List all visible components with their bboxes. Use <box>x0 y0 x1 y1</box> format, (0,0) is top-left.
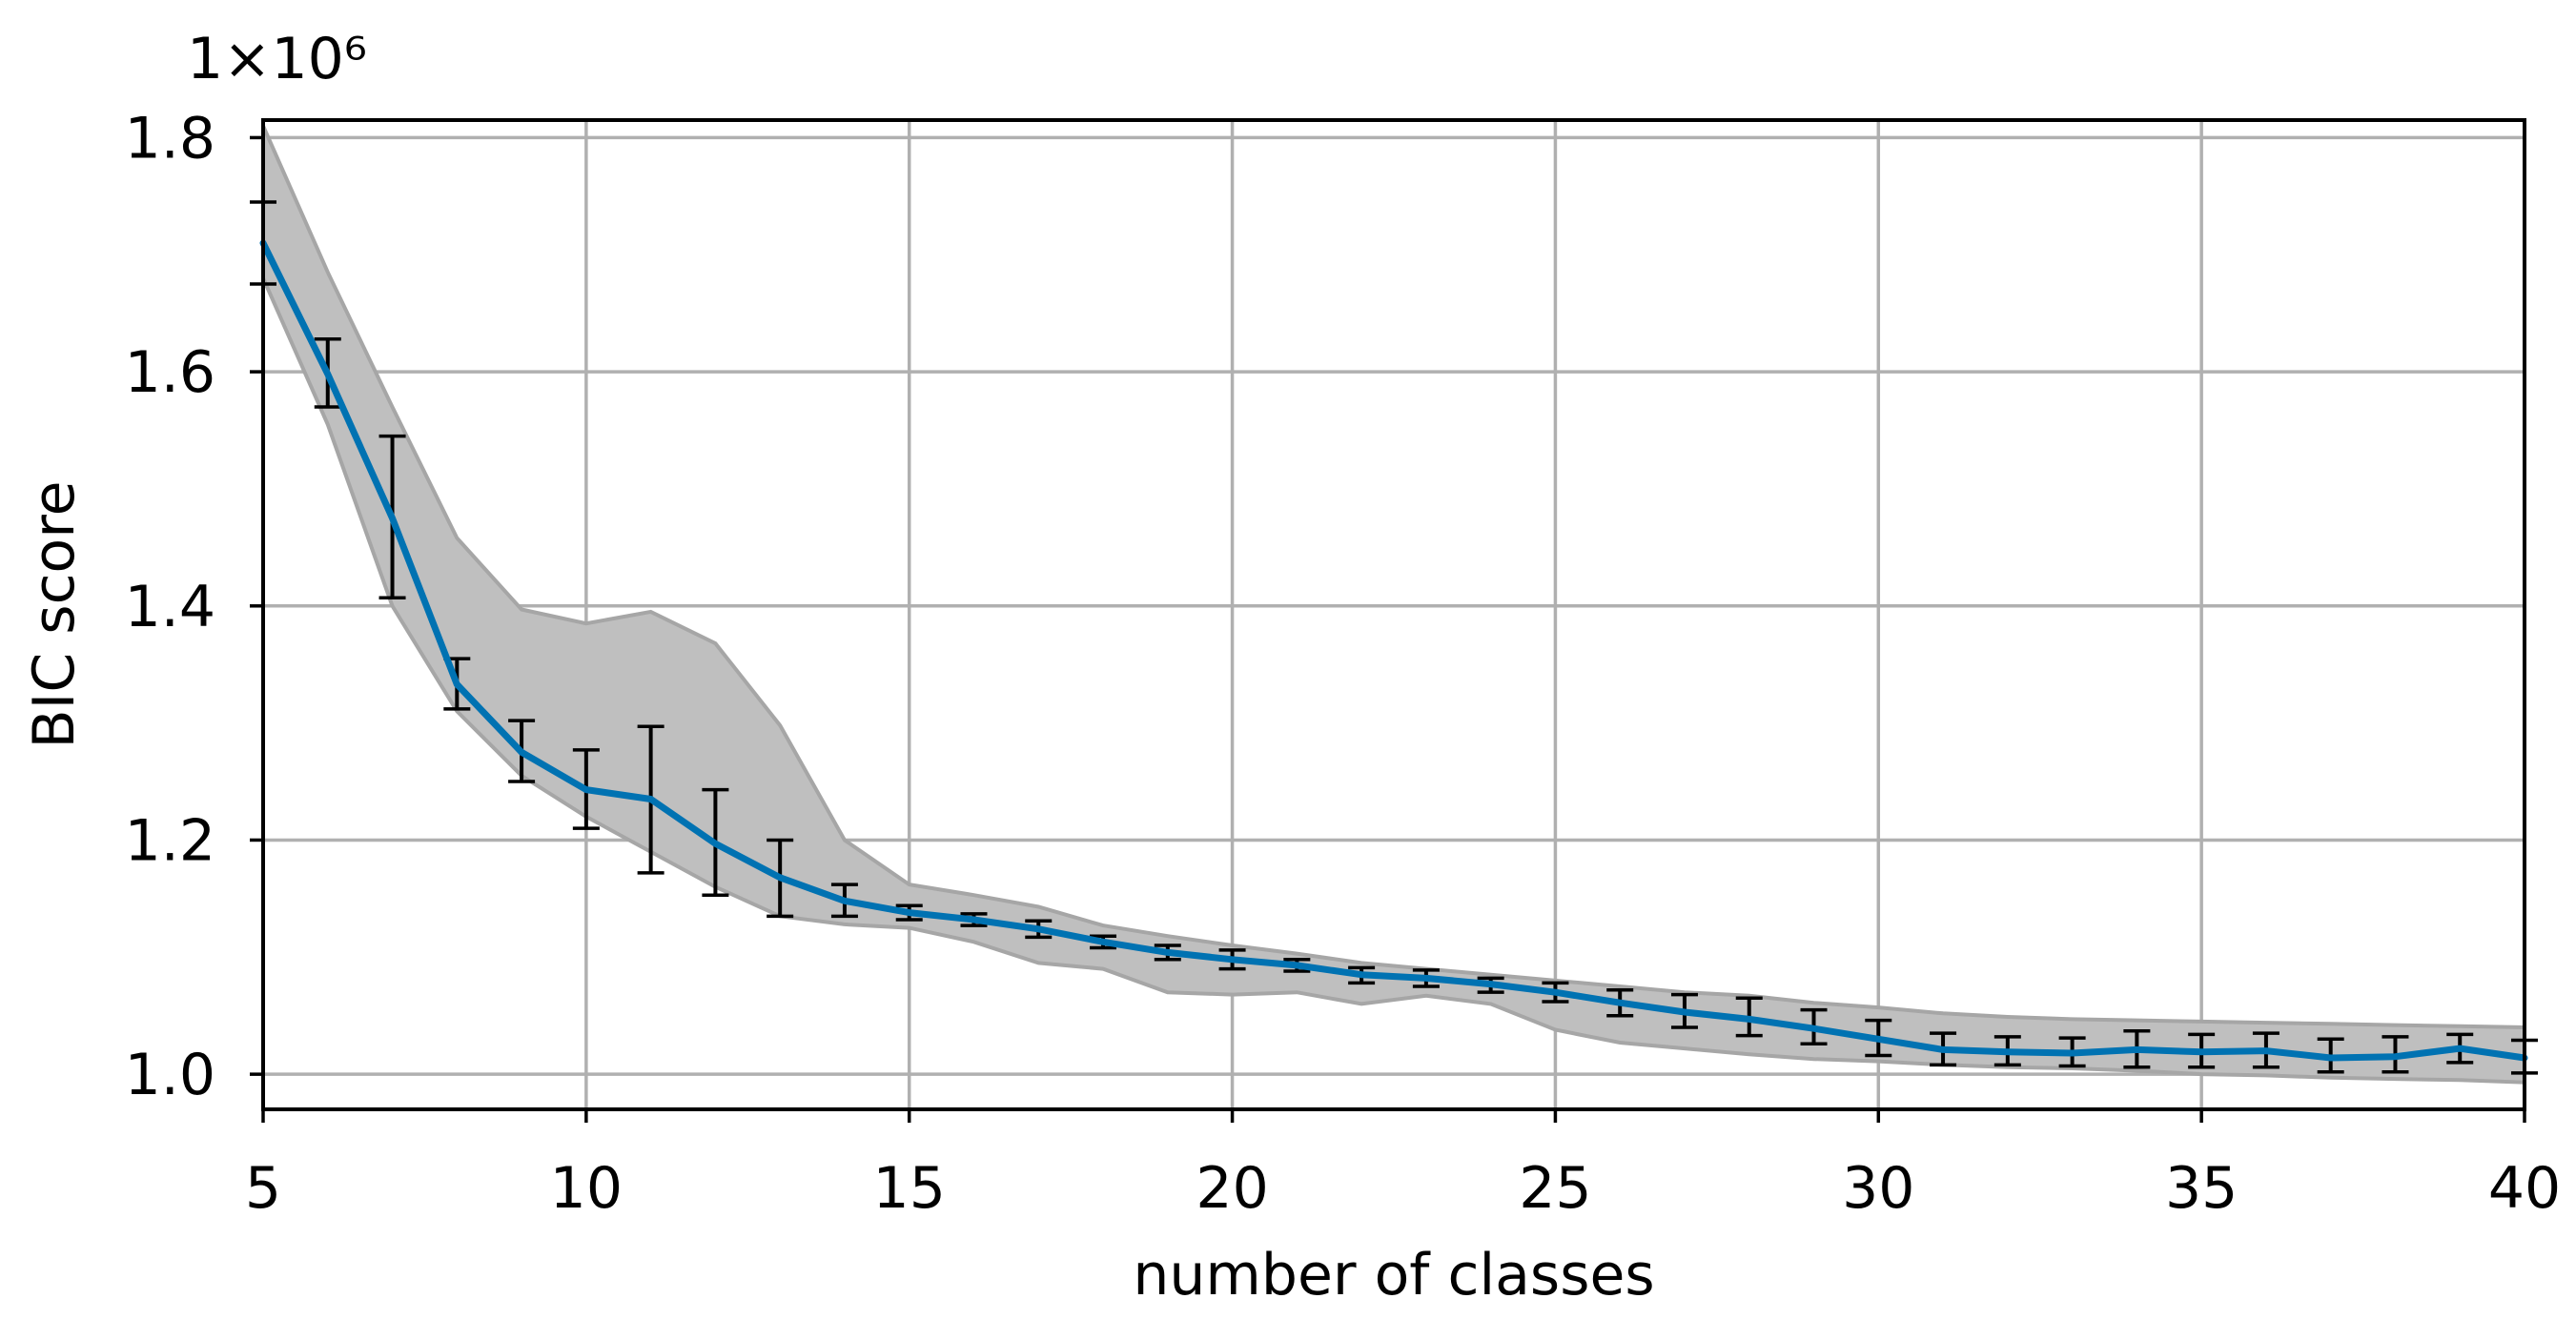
series-line <box>259 239 2528 1062</box>
x-tick-label-1: 10 <box>550 1155 623 1222</box>
x-tick-label-5: 30 <box>1842 1155 1914 1222</box>
data-point-22 <box>1360 973 1363 977</box>
x-tick-label-4: 25 <box>1519 1155 1591 1222</box>
y-tick-label-1: 1.2 <box>125 807 215 874</box>
data-point-33 <box>2071 1051 2075 1055</box>
x-tick-label-0: 5 <box>245 1155 281 1222</box>
y-tick-label-3: 1.6 <box>125 339 215 406</box>
data-point-37 <box>2329 1056 2333 1060</box>
data-point-13 <box>778 876 782 880</box>
data-point-18 <box>1101 940 1105 944</box>
data-point-26 <box>1618 1001 1622 1004</box>
y-scale-factor: 1×10⁶ <box>187 26 367 92</box>
band-area <box>261 125 2526 1085</box>
data-point-20 <box>1231 958 1235 962</box>
data-point-6 <box>326 373 330 376</box>
x-tick-label-7: 40 <box>2488 1155 2561 1222</box>
y-tick-label-4: 1.8 <box>125 105 215 172</box>
y-tick-label-0: 1.0 <box>125 1042 215 1108</box>
data-point-25 <box>1553 990 1557 994</box>
data-point-9 <box>520 750 523 754</box>
y-axis-label: BIC score <box>21 480 88 748</box>
grid-lines <box>261 120 2526 1109</box>
data-point-30 <box>1876 1037 1880 1041</box>
data-point-11 <box>649 797 653 801</box>
data-point-32 <box>2006 1050 2010 1054</box>
data-point-29 <box>1812 1026 1816 1030</box>
data-point-7 <box>391 517 395 520</box>
x-tick-label-3: 20 <box>1196 1155 1268 1222</box>
min-max-band <box>261 125 2526 1085</box>
data-point-14 <box>843 899 847 903</box>
data-point-34 <box>2135 1047 2138 1051</box>
x-tick-label-2: 15 <box>873 1155 946 1222</box>
data-point-31 <box>1941 1047 1945 1051</box>
data-point-12 <box>713 842 717 845</box>
data-point-19 <box>1166 950 1170 954</box>
data-point-36 <box>2264 1049 2268 1053</box>
data-point-23 <box>1424 976 1428 980</box>
data-point-28 <box>1748 1017 1751 1021</box>
x-axis-ticks: 5 10 15 20 25 30 35 40 <box>245 1109 2561 1222</box>
data-point-16 <box>971 918 975 922</box>
y-tick-label-2: 1.4 <box>125 574 215 640</box>
data-point-17 <box>1036 927 1040 931</box>
data-point-39 <box>2458 1046 2462 1050</box>
data-point-38 <box>2393 1055 2397 1059</box>
data-point-15 <box>908 911 911 915</box>
data-point-10 <box>584 788 588 792</box>
data-point-27 <box>1683 1010 1687 1014</box>
plot-frame <box>261 118 2526 1111</box>
data-point-24 <box>1489 983 1493 986</box>
data-point-8 <box>455 682 459 686</box>
x-tick-label-6: 35 <box>2165 1155 2238 1222</box>
data-point-21 <box>1295 964 1298 967</box>
data-point-35 <box>2199 1050 2203 1054</box>
y-axis-ticks: 1.0 1.2 1.4 1.6 1.8 <box>125 105 263 1108</box>
x-axis-label: number of classes <box>1133 1242 1654 1309</box>
